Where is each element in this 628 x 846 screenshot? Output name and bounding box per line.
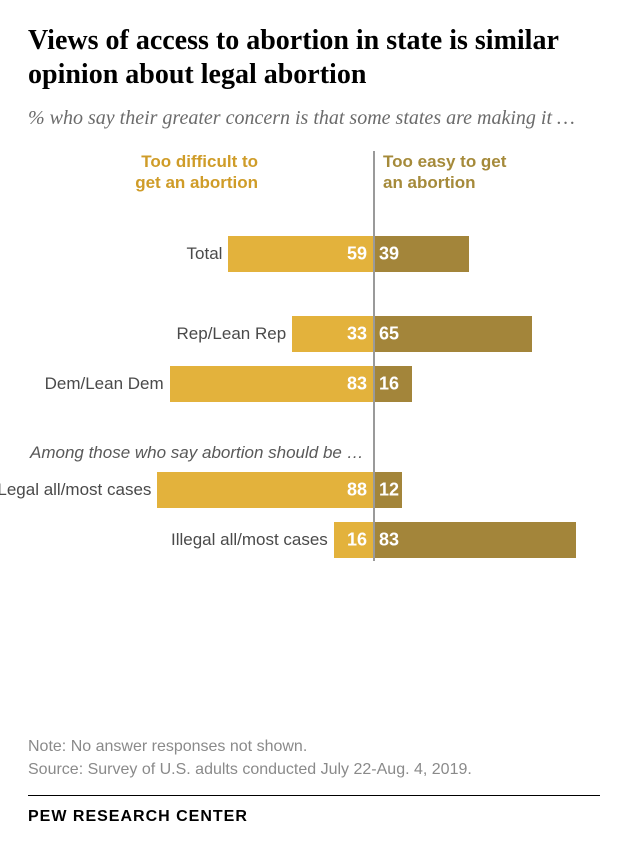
chart-rows: Total 59 39 Rep/Lean Rep 33 65 Dem/Lean … — [28, 233, 600, 561]
val-total-left: 59 — [347, 244, 367, 265]
label-rep: Rep/Lean Rep — [177, 324, 287, 344]
bar-rep-right: 65 — [373, 316, 532, 352]
label-illegal: Illegal all/most cases — [171, 530, 328, 550]
bar-illegal-left: 16 — [334, 522, 373, 558]
row-dem: Dem/Lean Dem 83 16 — [28, 363, 600, 405]
val-illegal-left: 16 — [347, 530, 367, 551]
chart-area: Too difficult to get an abortion Too eas… — [28, 151, 600, 631]
spacer — [28, 413, 600, 443]
header-too-difficult: Too difficult to get an abortion — [133, 151, 258, 194]
row-rep: Rep/Lean Rep 33 65 — [28, 313, 600, 355]
bar-total-right: 39 — [373, 236, 469, 272]
bar-legal-right: 12 — [373, 472, 402, 508]
val-dem-left: 83 — [347, 374, 367, 395]
footer: Note: No answer responses not shown. Sou… — [28, 736, 600, 826]
chart-title: Views of access to abortion in state is … — [28, 24, 600, 91]
val-dem-right: 16 — [379, 374, 399, 395]
bar-legal-left: 88 — [157, 472, 373, 508]
note-text: Note: No answer responses not shown. — [28, 736, 600, 758]
label-dem: Dem/Lean Dem — [45, 374, 164, 394]
chart-subtitle: % who say their greater concern is that … — [28, 105, 600, 131]
brand-name: PEW RESEARCH CENTER — [28, 808, 600, 826]
divider — [28, 795, 600, 796]
row-legal: Legal all/most cases 88 12 — [28, 469, 600, 511]
val-legal-left: 88 — [347, 480, 367, 501]
bar-total-left: 59 — [228, 236, 373, 272]
bar-rep-left: 33 — [292, 316, 373, 352]
val-rep-left: 33 — [347, 324, 367, 345]
val-legal-right: 12 — [379, 480, 399, 501]
header-too-easy: Too easy to get an abortion — [383, 151, 508, 194]
column-headers: Too difficult to get an abortion Too eas… — [28, 151, 600, 221]
val-total-right: 39 — [379, 244, 399, 265]
source-text: Source: Survey of U.S. adults conducted … — [28, 759, 600, 781]
group-header: Among those who say abortion should be … — [28, 443, 600, 463]
row-total: Total 59 39 — [28, 233, 600, 275]
label-total: Total — [187, 244, 223, 264]
bar-dem-left: 83 — [170, 366, 373, 402]
bar-dem-right: 16 — [373, 366, 412, 402]
bar-illegal-right: 83 — [373, 522, 576, 558]
center-axis — [373, 151, 375, 561]
val-rep-right: 65 — [379, 324, 399, 345]
row-illegal: Illegal all/most cases 16 83 — [28, 519, 600, 561]
label-legal: Legal all/most cases — [0, 480, 151, 500]
spacer — [28, 283, 600, 313]
val-illegal-right: 83 — [379, 530, 399, 551]
